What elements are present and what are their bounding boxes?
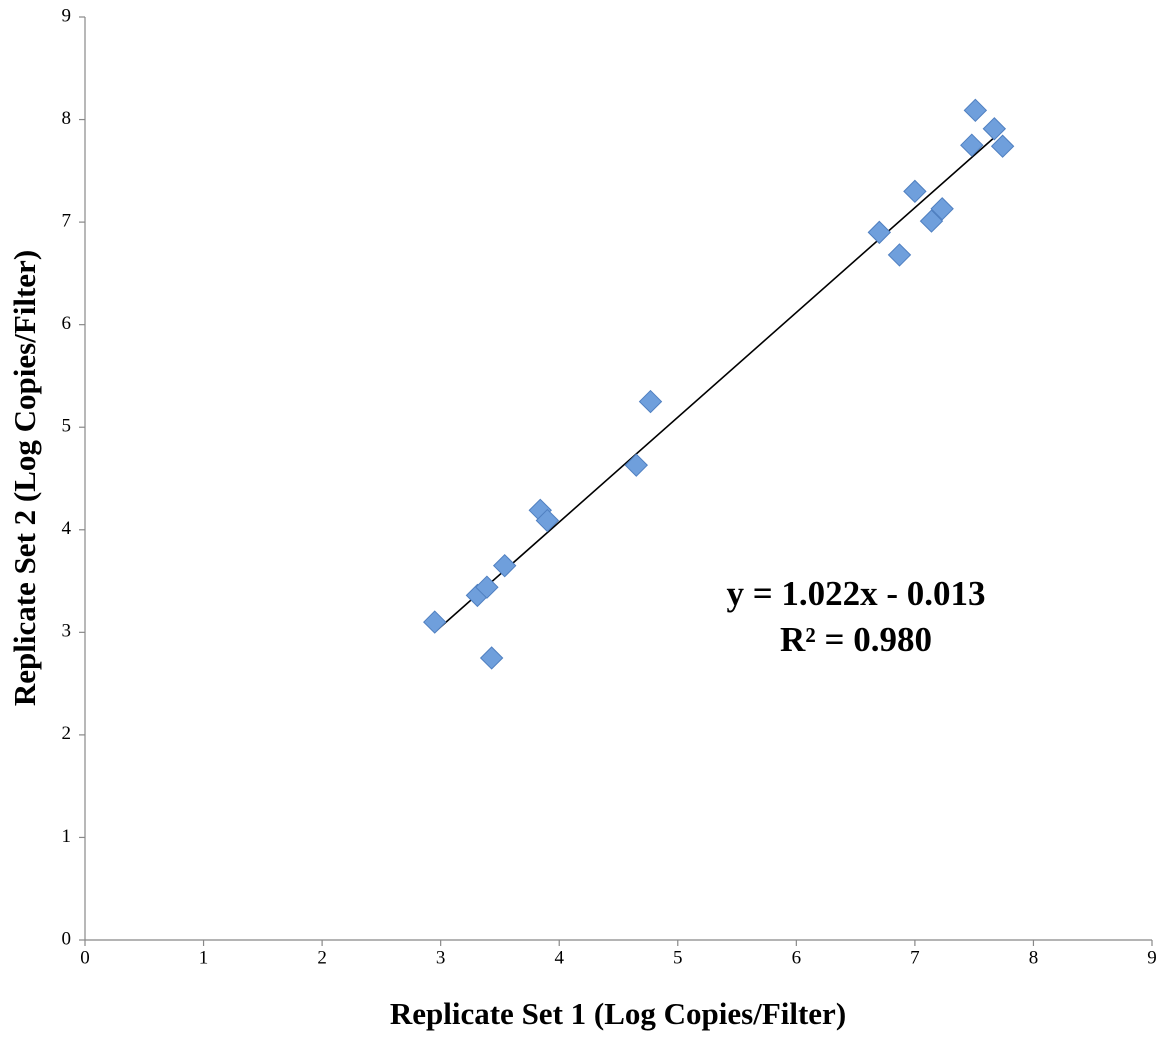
x-tick-label: 0 [80, 947, 90, 968]
y-tick-label: 0 [62, 928, 72, 949]
trendline-equation: y = 1.022x - 0.013 [726, 574, 985, 613]
y-tick-label: 5 [62, 416, 72, 437]
data-point [479, 646, 504, 670]
x-axis-title: Replicate Set 1 (Log Copies/Filter) [390, 996, 846, 1031]
data-point [887, 243, 912, 267]
x-tick-label: 8 [1029, 947, 1039, 968]
trendline [434, 129, 1004, 633]
x-tick-label: 3 [436, 947, 446, 968]
y-tick-label: 2 [62, 723, 72, 744]
data-point [638, 389, 663, 414]
data-point [963, 98, 988, 123]
data-point [867, 220, 892, 245]
data-point [990, 134, 1015, 158]
data-point [919, 209, 944, 233]
x-tick-label: 4 [554, 947, 564, 968]
data-point [423, 610, 447, 634]
data-point [475, 575, 499, 599]
y-tick-label: 1 [62, 826, 72, 847]
y-tick-label: 4 [62, 518, 72, 539]
y-tick-label: 8 [62, 108, 72, 129]
data-point [903, 179, 927, 204]
x-tick-label: 2 [317, 947, 327, 968]
x-tick-label: 1 [199, 947, 209, 968]
data-point [982, 117, 1007, 141]
data-point [960, 133, 984, 157]
y-tick-label: 9 [62, 5, 72, 26]
y-tick-label: 6 [62, 313, 72, 334]
x-tick-label: 9 [1147, 947, 1157, 968]
data-point [930, 197, 954, 221]
x-tick-label: 6 [792, 947, 802, 968]
y-tick-label: 7 [62, 210, 72, 231]
x-tick-label: 5 [673, 947, 683, 968]
data-point [624, 453, 648, 477]
y-axis-title: Replicate Set 2 (Log Copies/Filter) [7, 250, 42, 706]
data-point [535, 508, 560, 533]
r-squared: R² = 0.980 [780, 620, 932, 659]
y-tick-label: 3 [62, 621, 72, 642]
x-tick-label: 7 [910, 947, 920, 968]
data-point [492, 553, 517, 578]
